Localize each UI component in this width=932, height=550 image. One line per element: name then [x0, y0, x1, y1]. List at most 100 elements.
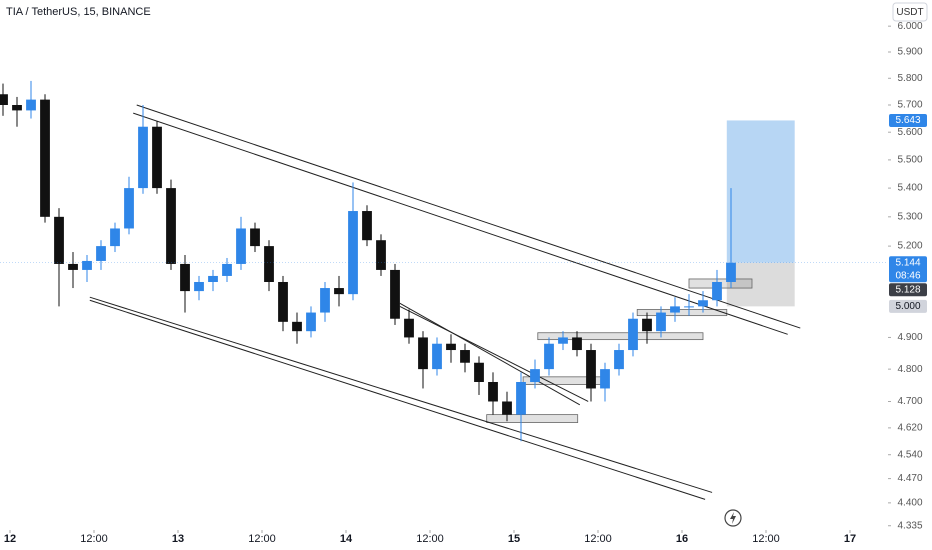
x-tick-label: 12:00 — [80, 533, 108, 545]
price-countdown: 08:46 — [895, 270, 920, 281]
candle-body — [26, 99, 36, 111]
candle-body — [614, 350, 624, 370]
zone — [486, 414, 579, 423]
trend-line — [399, 302, 581, 406]
y-tick-label: 5.600 — [897, 127, 922, 138]
candle-body — [474, 362, 484, 382]
candle-body — [96, 246, 106, 261]
candle-body — [446, 343, 456, 351]
candle-body — [124, 188, 134, 229]
candle-body — [628, 318, 638, 351]
y-tick-label: 5.800 — [897, 73, 922, 84]
candle-body — [698, 300, 708, 307]
candle-body — [558, 337, 568, 344]
x-tick-label: 15 — [508, 533, 520, 545]
x-tick-label: 12:00 — [416, 533, 444, 545]
price-label: 5.128 — [895, 284, 920, 295]
y-tick-label: 5.400 — [897, 183, 922, 194]
y-tick-label: 5.700 — [897, 100, 922, 111]
stop-zone — [726, 262, 795, 307]
x-tick-label: 12:00 — [248, 533, 276, 545]
currency-label[interactable]: USDT — [896, 7, 923, 18]
candle-body — [726, 262, 736, 282]
y-tick-label: 4.620 — [897, 423, 922, 434]
candle-body — [530, 369, 540, 382]
x-tick-label: 12 — [4, 533, 16, 545]
candle-body — [278, 281, 288, 322]
y-tick-label: 4.335 — [897, 520, 922, 531]
candle-body — [642, 318, 652, 332]
y-tick-label: 4.540 — [897, 449, 922, 460]
price-label-box — [889, 299, 927, 313]
x-tick-label: 16 — [676, 533, 688, 545]
y-tick-label: 4.400 — [897, 498, 922, 509]
candle-body — [488, 381, 498, 402]
candle-body — [306, 312, 316, 332]
x-tick-label: 14 — [340, 533, 353, 545]
y-tick-label: 6.000 — [897, 21, 922, 32]
candle-body — [40, 99, 50, 217]
candle-body — [292, 321, 302, 332]
price-label-box — [889, 256, 927, 283]
candle-body — [502, 401, 512, 415]
trend-line — [89, 299, 706, 500]
candle-body — [320, 288, 330, 313]
price-label-box — [889, 283, 927, 297]
candle-body — [264, 246, 274, 282]
trend-line — [89, 296, 713, 493]
candle-body — [152, 126, 162, 189]
candle-body — [138, 126, 148, 189]
candle-body — [236, 228, 246, 264]
y-tick-label: 4.800 — [897, 364, 922, 375]
candle-body — [250, 228, 260, 247]
candle-body — [516, 381, 526, 415]
candle-body — [418, 337, 428, 370]
target-zone — [726, 120, 795, 263]
candle-body — [194, 281, 204, 292]
candle-body — [54, 216, 64, 264]
candle-body — [544, 343, 554, 370]
candle-body — [166, 188, 176, 264]
candle-body — [334, 288, 344, 295]
candle-body — [68, 263, 78, 270]
candle-body — [110, 228, 120, 247]
y-tick-label: 4.470 — [897, 473, 922, 484]
candle-body — [348, 211, 358, 295]
y-tick-label: 5.500 — [897, 155, 922, 166]
x-tick-label: 12:00 — [584, 533, 612, 545]
candle-body — [670, 306, 680, 313]
candle-body — [82, 260, 92, 270]
y-tick-label: 4.900 — [897, 332, 922, 343]
trend-line — [133, 112, 788, 335]
candle-body — [586, 350, 596, 389]
y-tick-label: 4.700 — [897, 396, 922, 407]
candle-body — [390, 269, 400, 319]
candle-body — [222, 263, 232, 276]
x-tick-label: 12:00 — [752, 533, 780, 545]
candle-body — [208, 275, 218, 282]
trend-line — [136, 104, 801, 329]
zone — [537, 332, 704, 341]
price-label: 5.000 — [895, 301, 920, 312]
price-label-box — [889, 113, 927, 127]
x-tick-label: 17 — [844, 533, 856, 545]
trend-line — [399, 305, 589, 402]
candle-body — [404, 318, 414, 338]
price-label: 5.643 — [895, 115, 920, 126]
y-tick-label: 5.300 — [897, 211, 922, 222]
x-tick-label: 13 — [172, 533, 184, 545]
zone — [636, 309, 728, 317]
plot — [0, 80, 888, 500]
candle-body — [572, 337, 582, 351]
currency-button[interactable] — [892, 2, 928, 22]
candle-body — [376, 240, 386, 270]
candle-body — [180, 263, 190, 292]
candle-body — [684, 306, 694, 308]
y-tick-label: 5.200 — [897, 241, 922, 252]
chart-title: TIA / TetherUS, 15, BINANCE — [6, 6, 151, 18]
candle-body — [432, 343, 442, 370]
replay-icon[interactable] — [724, 509, 742, 527]
candle-body — [0, 94, 8, 105]
candle-body — [712, 281, 722, 301]
